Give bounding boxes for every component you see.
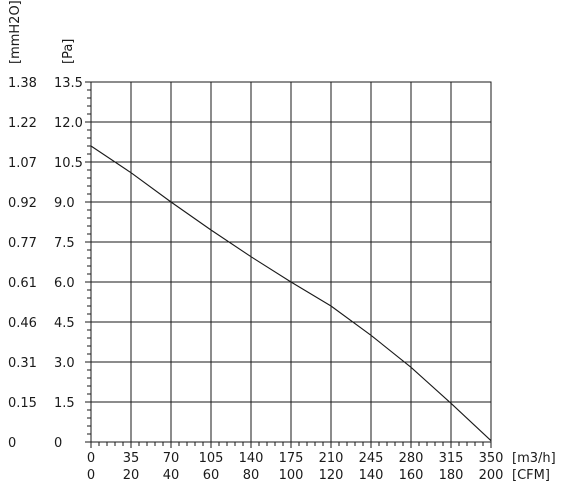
x-tick-label-m3h: 105	[199, 451, 224, 466]
x-tick-label-m3h: 35	[123, 451, 140, 466]
axis-ticks	[85, 81, 492, 448]
y-axis-unit-pa: [Pa]	[61, 39, 76, 64]
y-tick-label-pa: 7.5	[54, 236, 75, 251]
x-tick-label-m3h: 245	[359, 451, 384, 466]
y-tick-label-pa: 0	[54, 436, 62, 451]
y-tick-label-mmh2o: 0.15	[8, 396, 37, 411]
x-tick-label-cfm: 100	[279, 468, 304, 483]
y-tick-label-pa: 3.0	[54, 356, 75, 371]
x-tick-label-cfm: 120	[319, 468, 344, 483]
x-tick-label-cfm: 80	[243, 468, 260, 483]
x-tick-label-m3h: 0	[87, 451, 95, 466]
x-axis-unit-m3h: [m3/h]	[512, 451, 556, 466]
x-tick-label-m3h: 315	[439, 451, 464, 466]
x-tick-label-m3h: 140	[239, 451, 264, 466]
x-tick-label-cfm: 40	[163, 468, 180, 483]
y-axis-unit-mmh2o: [mmH2O]	[8, 0, 23, 64]
grid	[90, 81, 492, 443]
y-tick-label-mmh2o: 1.07	[8, 156, 37, 171]
x-tick-label-m3h: 350	[479, 451, 504, 466]
x-axis-unit-cfm: [CFM]	[512, 468, 550, 483]
y-tick-label-mmh2o: 1.22	[8, 116, 37, 131]
y-tick-label-mmh2o: 0.61	[8, 276, 37, 291]
y-tick-label-pa: 9.0	[54, 196, 75, 211]
x-tick-label-cfm: 0	[87, 468, 95, 483]
x-tick-label-cfm: 180	[439, 468, 464, 483]
y-tick-label-pa: 10.5	[54, 156, 83, 171]
y-tick-label-mmh2o: 0.31	[8, 356, 37, 371]
x-tick-label-m3h: 280	[399, 451, 424, 466]
y-tick-label-mmh2o: 0.77	[8, 236, 37, 251]
x-tick-label-cfm: 160	[399, 468, 424, 483]
y-tick-label-mmh2o: 1.38	[8, 76, 37, 91]
x-tick-label-cfm: 140	[359, 468, 384, 483]
series-line	[90, 145, 492, 442]
x-tick-label-cfm: 60	[203, 468, 220, 483]
y-tick-label-mmh2o: 0.46	[8, 316, 37, 331]
tick-labels: 0 35 70 105 140 175 210 245 280 315 350 0 20 40 60 80 10…	[8, 76, 503, 483]
y-tick-label-pa: 1.5	[54, 396, 75, 411]
x-tick-label-m3h: 210	[319, 451, 344, 466]
x-tick-label-m3h: 175	[279, 451, 304, 466]
y-tick-label-pa: 6.0	[54, 276, 75, 291]
x-tick-label-m3h: 70	[163, 451, 180, 466]
series-layer	[90, 145, 492, 442]
x-tick-label-cfm: 200	[479, 468, 504, 483]
y-tick-label-mmh2o: 0.92	[8, 196, 37, 211]
y-tick-label-pa: 12.0	[54, 116, 83, 131]
y-tick-label-mmh2o: 0	[8, 436, 16, 451]
x-tick-label-cfm: 20	[123, 468, 140, 483]
y-tick-label-pa: 4.5	[54, 316, 75, 331]
y-tick-label-pa: 13.5	[54, 76, 83, 91]
